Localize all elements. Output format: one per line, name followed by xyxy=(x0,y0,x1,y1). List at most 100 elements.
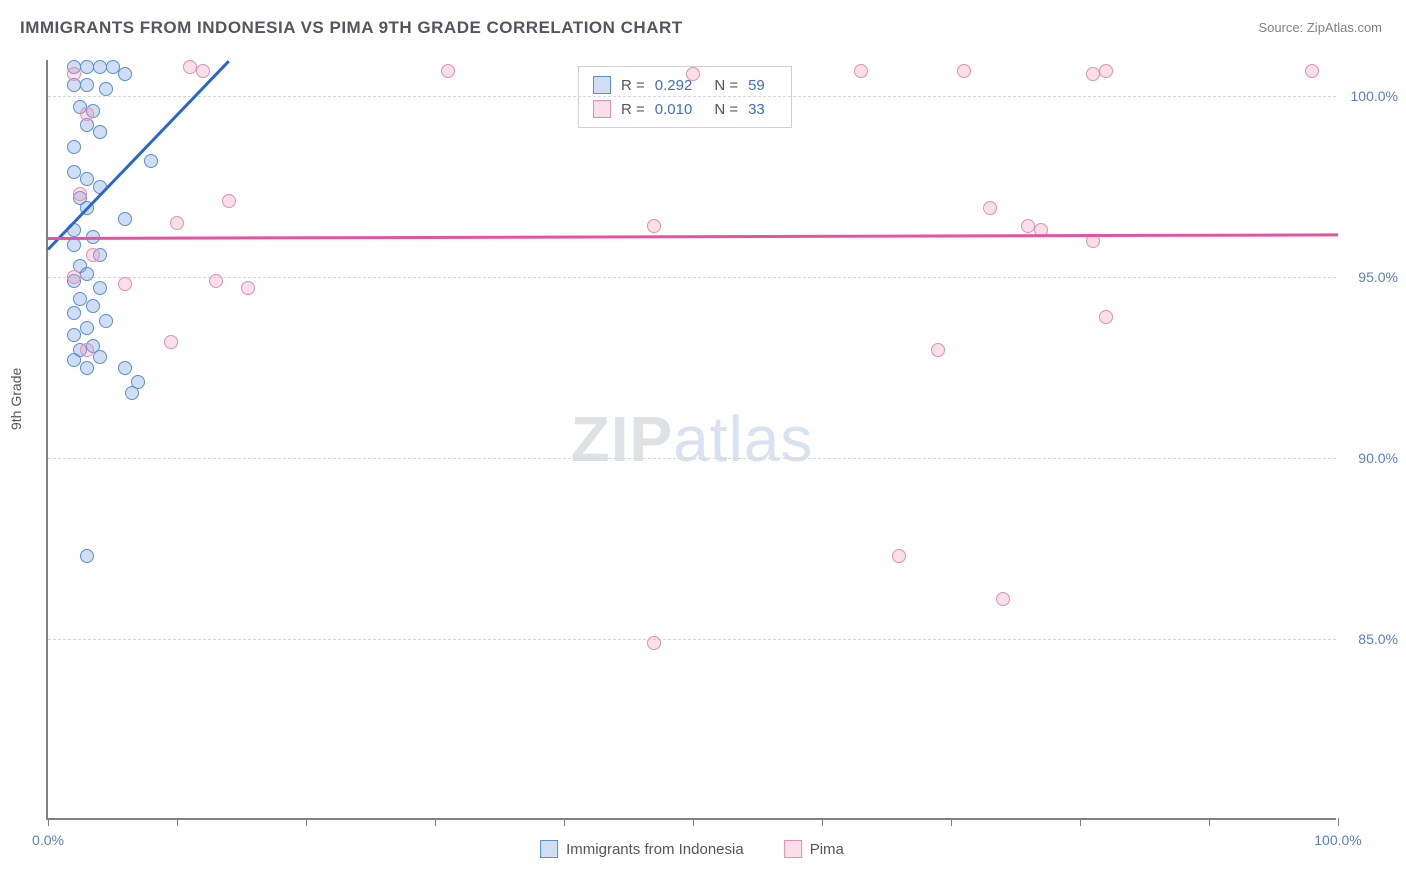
xtick-label: 0.0% xyxy=(32,832,64,848)
data-point xyxy=(80,361,94,375)
legend-swatch-series1 xyxy=(540,840,558,858)
data-point xyxy=(73,187,87,201)
data-point xyxy=(67,353,81,367)
data-point xyxy=(80,107,94,121)
data-point xyxy=(241,281,255,295)
ytick-label: 100.0% xyxy=(1351,88,1398,104)
n-value-1: 59 xyxy=(748,77,765,94)
data-point xyxy=(93,125,107,139)
data-point xyxy=(647,219,661,233)
data-point xyxy=(686,67,700,81)
data-point xyxy=(67,270,81,284)
xtick xyxy=(1338,818,1339,826)
watermark-atlas: atlas xyxy=(673,403,813,475)
ytick-label: 95.0% xyxy=(1358,269,1398,285)
n-label-1: N = xyxy=(714,77,738,94)
data-point xyxy=(80,549,94,563)
gridline xyxy=(48,458,1336,459)
data-point xyxy=(983,201,997,215)
legend-swatch-series2 xyxy=(784,840,802,858)
r-value-2: 0.010 xyxy=(655,101,693,118)
data-point xyxy=(118,361,132,375)
xtick xyxy=(435,818,436,826)
r-label-1: R = xyxy=(621,77,645,94)
ytick-label: 85.0% xyxy=(1358,631,1398,647)
data-point xyxy=(67,238,81,252)
data-point xyxy=(183,60,197,74)
data-point xyxy=(1021,219,1035,233)
xtick-label: 100.0% xyxy=(1314,832,1361,848)
data-point xyxy=(1086,67,1100,81)
data-point xyxy=(106,60,120,74)
bottom-legend: Immigrants from Indonesia Pima xyxy=(540,840,844,858)
data-point xyxy=(144,154,158,168)
r-label-2: R = xyxy=(621,101,645,118)
data-point xyxy=(647,636,661,650)
data-point xyxy=(80,343,94,357)
watermark-zip: ZIP xyxy=(571,403,674,475)
data-point xyxy=(1099,64,1113,78)
xtick xyxy=(822,818,823,826)
data-point xyxy=(80,172,94,186)
data-point xyxy=(1099,310,1113,324)
ytick-label: 90.0% xyxy=(1358,450,1398,466)
data-point xyxy=(118,212,132,226)
data-point xyxy=(80,78,94,92)
data-point xyxy=(86,248,100,262)
stats-row-series1: R = 0.292 N = 59 xyxy=(593,73,777,97)
data-point xyxy=(996,592,1010,606)
plot-area: ZIPatlas R = 0.292 N = 59 R = 0.010 N = … xyxy=(46,60,1336,820)
data-point xyxy=(170,216,184,230)
y-axis-label: 9th Grade xyxy=(8,368,24,430)
data-point xyxy=(125,386,139,400)
legend-item-series2: Pima xyxy=(784,840,844,858)
legend-label-series1: Immigrants from Indonesia xyxy=(566,841,744,858)
data-point xyxy=(93,281,107,295)
legend-item-series1: Immigrants from Indonesia xyxy=(540,840,744,858)
data-point xyxy=(441,64,455,78)
xtick xyxy=(177,818,178,826)
data-point xyxy=(957,64,971,78)
data-point xyxy=(209,274,223,288)
stats-row-series2: R = 0.010 N = 33 xyxy=(593,97,777,121)
data-point xyxy=(86,299,100,313)
xtick xyxy=(693,818,694,826)
source-label: Source: ZipAtlas.com xyxy=(1258,20,1382,35)
data-point xyxy=(93,350,107,364)
data-point xyxy=(196,64,210,78)
data-point xyxy=(892,549,906,563)
data-point xyxy=(99,314,113,328)
data-point xyxy=(73,292,87,306)
trend-line xyxy=(48,234,1338,240)
data-point xyxy=(93,60,107,74)
data-point xyxy=(67,165,81,179)
swatch-series1 xyxy=(593,76,611,94)
watermark: ZIPatlas xyxy=(571,402,814,476)
data-point xyxy=(118,277,132,291)
gridline xyxy=(48,277,1336,278)
data-point xyxy=(67,306,81,320)
data-point xyxy=(67,67,81,81)
n-label-2: N = xyxy=(714,101,738,118)
data-point xyxy=(67,328,81,342)
data-point xyxy=(118,67,132,81)
chart-title: IMMIGRANTS FROM INDONESIA VS PIMA 9TH GR… xyxy=(20,18,683,38)
xtick xyxy=(564,818,565,826)
legend-label-series2: Pima xyxy=(810,841,844,858)
data-point xyxy=(931,343,945,357)
xtick xyxy=(306,818,307,826)
data-point xyxy=(80,60,94,74)
swatch-series2 xyxy=(593,100,611,118)
data-point xyxy=(80,267,94,281)
data-point xyxy=(80,321,94,335)
xtick xyxy=(1080,818,1081,826)
data-point xyxy=(99,82,113,96)
xtick xyxy=(951,818,952,826)
data-point xyxy=(222,194,236,208)
data-point xyxy=(1305,64,1319,78)
n-value-2: 33 xyxy=(748,101,765,118)
xtick xyxy=(48,818,49,826)
gridline xyxy=(48,639,1336,640)
data-point xyxy=(67,140,81,154)
data-point xyxy=(854,64,868,78)
